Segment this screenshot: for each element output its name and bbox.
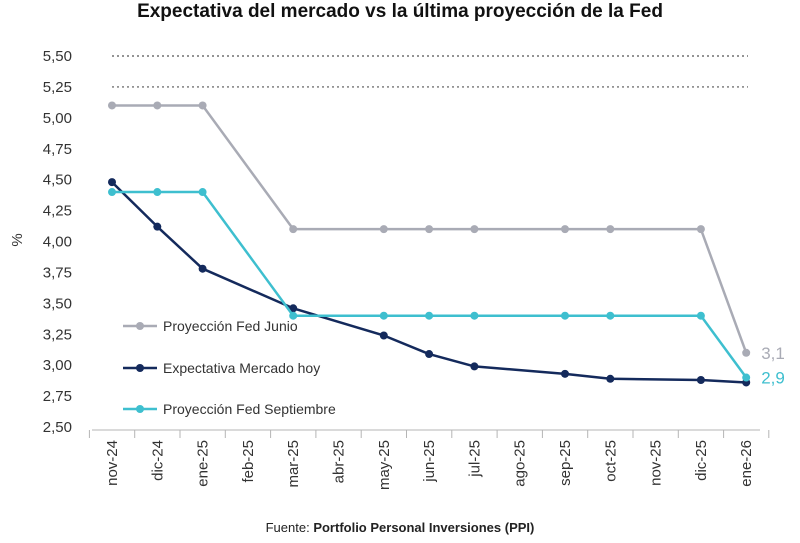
legend-label: Proyección Fed Septiembre: [163, 401, 336, 417]
series-2-point: [108, 188, 116, 197]
source-prefix: Fuente:: [265, 520, 314, 535]
series-2-point: [742, 373, 751, 382]
x-tick-label: jul-25: [466, 440, 483, 478]
series-1-point: [153, 222, 162, 231]
series-1-point: [561, 369, 569, 378]
series-line-2: [112, 190, 748, 379]
legend-label: Proyección Fed Junio: [163, 318, 298, 334]
x-tick-label: abr-25: [331, 440, 348, 483]
source-name: Portfolio Personal Inversiones (PPI): [313, 520, 535, 535]
series-2-point: [198, 188, 207, 197]
series-2-point: [379, 311, 388, 320]
x-tick-label: dic-24: [149, 440, 166, 481]
series-0-point: [198, 101, 207, 110]
y-tick-label: 4,75: [43, 141, 72, 158]
y-tick-label: 3,00: [43, 357, 72, 374]
series-2-point: [425, 311, 434, 320]
series-1-point: [108, 178, 116, 187]
series-0-point: [425, 225, 434, 234]
y-tick-label: 5,50: [43, 48, 72, 65]
y-tick-label: 2,50: [43, 419, 72, 436]
end-value-label: 2,9: [761, 369, 785, 388]
x-tick-label: nov-25: [648, 440, 665, 486]
y-tick-label: 5,25: [43, 79, 72, 96]
x-tick-label: ago-25: [512, 440, 529, 487]
series-1-point: [198, 264, 207, 273]
legend-marker-0: [136, 322, 144, 330]
source-note: Fuente: Portfolio Personal Inversiones (…: [0, 520, 800, 535]
series-0-point: [470, 225, 479, 234]
y-tick-label: 3,25: [43, 326, 72, 343]
series-1-point: [289, 304, 298, 313]
y-tick-label: 3,50: [43, 295, 72, 312]
y-tick-label: 4,50: [43, 172, 72, 189]
series-0-point: [742, 348, 751, 357]
legend-marker-2: [136, 405, 144, 413]
series-1-point: [606, 374, 615, 383]
series-2-point: [470, 311, 479, 320]
y-tick-label: 5,00: [43, 110, 72, 127]
y-tick-label: 2,75: [43, 388, 72, 405]
series-0-point: [379, 225, 388, 234]
y-tick-label: 4,25: [43, 203, 72, 220]
x-tick-label: oct-25: [602, 440, 619, 482]
x-tick-label: may-25: [376, 440, 393, 490]
series-0-point: [289, 225, 298, 234]
series-0-point: [561, 225, 569, 234]
series-1-point: [425, 350, 434, 359]
y-tick-label: 4,00: [43, 234, 72, 251]
series-1-point: [470, 362, 479, 371]
series-0-point: [108, 101, 116, 110]
y-tick-label: 3,75: [43, 264, 72, 281]
y-axis-label: %: [9, 233, 26, 246]
series-1-point: [696, 376, 705, 385]
legend-label: Expectativa Mercado hoy: [163, 360, 320, 376]
series-2-point: [289, 311, 298, 320]
series-0-point: [606, 225, 615, 234]
x-tick-label: feb-25: [240, 440, 257, 483]
series-2-point: [696, 311, 705, 320]
x-tick-label: jun-25: [421, 440, 438, 483]
x-tick-label: nov-24: [104, 440, 121, 486]
series-2-point: [153, 188, 162, 197]
x-tick-label: ene-26: [738, 440, 755, 487]
series-2-point: [561, 311, 569, 320]
chart-title: Expectativa del mercado vs la última pro…: [137, 1, 663, 22]
x-tick-label: dic-25: [693, 440, 710, 481]
legend-marker-1: [136, 364, 144, 372]
series-1-point: [379, 331, 388, 340]
series-0-point: [153, 101, 162, 110]
x-tick-label: ene-25: [195, 440, 212, 487]
series-0-point: [696, 225, 705, 234]
x-tick-label: mar-25: [285, 440, 302, 488]
series-2-point: [606, 311, 615, 320]
end-value-label: 3,1: [761, 344, 785, 363]
x-tick-label: sep-25: [557, 440, 574, 486]
